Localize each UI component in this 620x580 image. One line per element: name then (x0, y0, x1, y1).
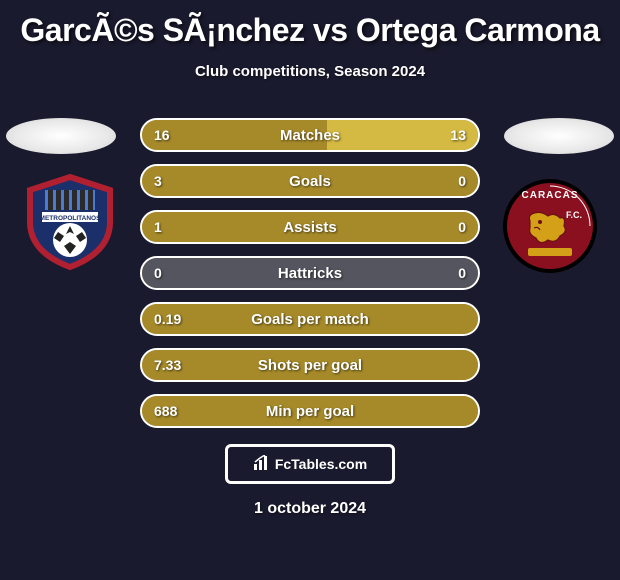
stat-row: 7.33Shots per goal (140, 348, 480, 382)
stat-label: Shots per goal (142, 350, 478, 380)
branding-box: FcTables.com (225, 444, 395, 484)
date-text: 1 october 2024 (0, 500, 620, 518)
stat-label: Goals per match (142, 304, 478, 334)
stat-row: 00Hattricks (140, 256, 480, 290)
stat-row: 10Assists (140, 210, 480, 244)
stat-row: 1613Matches (140, 118, 480, 152)
stat-row: 30Goals (140, 164, 480, 198)
club-left-logo: METROPOLITANOS (20, 172, 120, 272)
stat-label: Goals (142, 166, 478, 196)
stat-row: 0.19Goals per match (140, 302, 480, 336)
stat-label: Assists (142, 212, 478, 242)
player-left-photo-placeholder (6, 118, 116, 154)
stats-comparison-area: 1613Matches 30Goals 10Assists 00Hattricks 0.… (140, 118, 480, 440)
svg-text:CARACAS: CARACAS (522, 190, 579, 201)
stat-label: Hattricks (142, 258, 478, 288)
branding-text: FcTables.com (275, 456, 367, 472)
page-title: GarcÃ©s SÃ¡nchez vs Ortega Carmona (0, 0, 620, 49)
stat-label: Matches (142, 120, 478, 150)
svg-text:F.C.: F.C. (566, 210, 582, 220)
stat-label: Min per goal (142, 396, 478, 426)
player-right-photo-placeholder (504, 118, 614, 154)
subtitle: Club competitions, Season 2024 (0, 63, 620, 80)
stat-row: 688Min per goal (140, 394, 480, 428)
svg-text:METROPOLITANOS: METROPOLITANOS (40, 215, 102, 222)
club-right-logo: CARACAS F.C. (500, 176, 600, 276)
chart-icon (253, 455, 271, 474)
